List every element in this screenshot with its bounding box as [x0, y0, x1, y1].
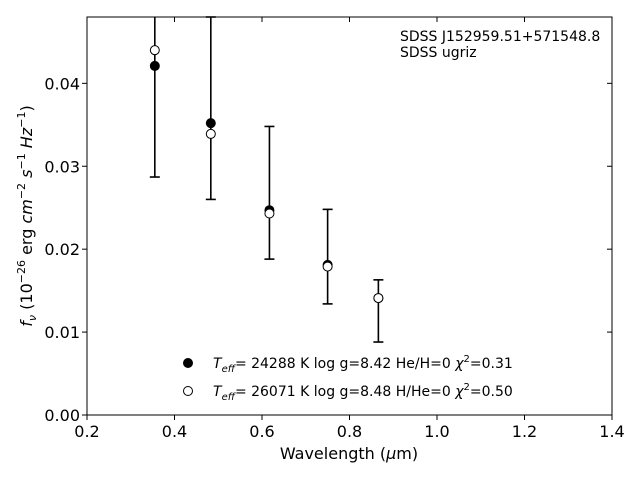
data-point-filled	[149, 60, 160, 71]
ticks-layer: 0.2 0.4 0.6 0.8 1.0 1.2 1.4 0.00 0.01 0.02 0.03 0.0…	[44, 17, 625, 441]
legend-marker-filled	[183, 358, 193, 368]
x-tick-label: 0.2	[74, 422, 99, 441]
x-tick-label: 0.6	[249, 422, 274, 441]
y-tick-label: 0.03	[44, 157, 80, 176]
y-tick-label: 0.02	[44, 240, 80, 259]
x-axis-label: Wavelength (μm)	[280, 444, 418, 463]
legend-label-open: Teff= 26071 K log g=8.48 H/He=0 χ2=0.50	[213, 382, 513, 403]
legend: Teff= 24288 K log g=8.42 He/H=0 χ2=0.31 …	[183, 354, 513, 403]
data-point-open	[373, 293, 384, 304]
x-tick-label: 1.2	[512, 422, 537, 441]
x-tick-label: 1.0	[424, 422, 449, 441]
y-tick-label: 0.04	[44, 74, 80, 93]
data-point-open	[205, 128, 216, 139]
x-tick-label: 0.4	[162, 422, 187, 441]
y-tick-label: 0.01	[44, 323, 80, 342]
marks-layer	[149, 16, 384, 343]
legend-marker-open	[183, 386, 193, 396]
data-point-filled	[205, 118, 216, 129]
y-tick-label: 0.00	[44, 406, 80, 425]
annotation-object-name: SDSS J152959.51+571548.8	[400, 29, 600, 45]
annotation-survey: SDSS ugriz	[400, 45, 477, 61]
data-point-open	[149, 45, 160, 56]
data-point-open	[322, 261, 333, 272]
x-tick-label: 0.8	[337, 422, 362, 441]
data-point-open	[264, 208, 275, 219]
x-tick-label: 1.4	[599, 422, 624, 441]
y-axis-label: fν (10−26 erg cm−2 s−1 Hz−1)	[15, 105, 39, 326]
legend-label-filled: Teff= 24288 K log g=8.42 He/H=0 χ2=0.31	[213, 354, 513, 375]
